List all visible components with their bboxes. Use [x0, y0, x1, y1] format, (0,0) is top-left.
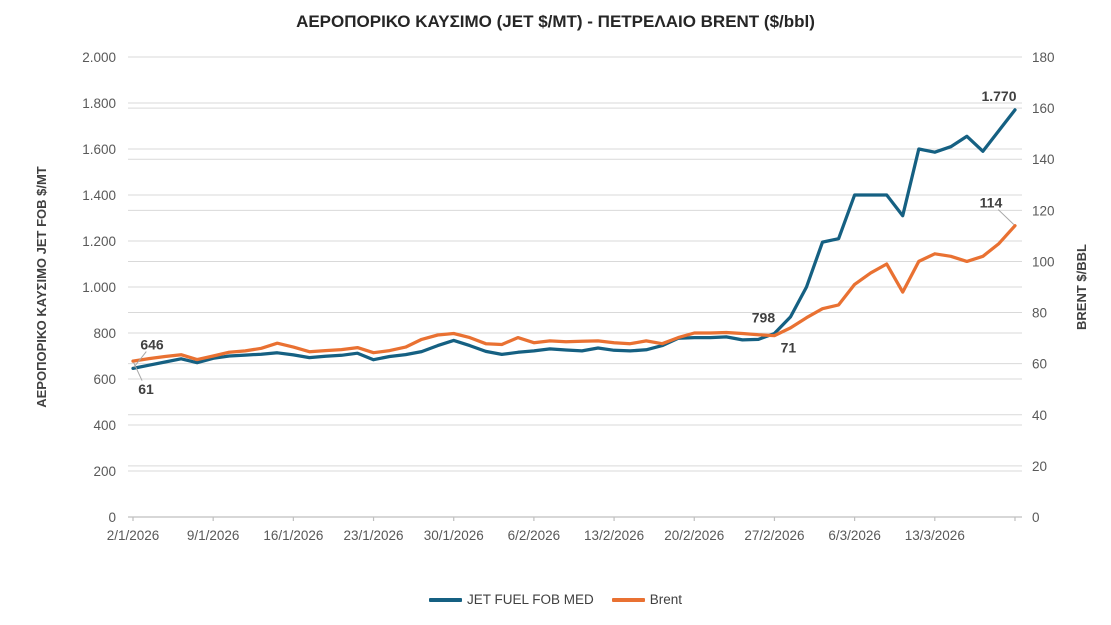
y-tick-label-right: 20 — [1032, 459, 1047, 474]
brent-line — [131, 224, 1017, 363]
leader-line — [133, 362, 143, 381]
y-tick-label-right: 120 — [1032, 203, 1055, 218]
legend-item-brent: Brent — [611, 592, 683, 607]
x-tick-label: 23/1/2026 — [344, 528, 404, 543]
y-tick-label-left: 1.000 — [82, 280, 116, 295]
x-tick-label: 6/3/2026 — [828, 528, 881, 543]
data-label: 114 — [980, 195, 1003, 211]
chart-title: ΑΕΡΟΠΟΡΙΚΟ ΚΑΥΣΙΜΟ (JET $/MT) - ΠΕΤΡΕΛΑΙ… — [296, 12, 815, 31]
jet-fuel-line-swatch-icon — [428, 597, 462, 602]
x-tick-label: 13/3/2026 — [905, 528, 965, 543]
y-tick-label-left: 600 — [93, 372, 116, 387]
data-label: 71 — [781, 340, 797, 356]
y-tick-label-right: 60 — [1032, 357, 1047, 372]
y-tick-label-left: 0 — [108, 510, 116, 525]
legend-item-jet-fuel: JET FUEL FOB MED — [428, 592, 594, 607]
y-tick-label-left: 1.600 — [82, 142, 116, 157]
y-tick-label-left: 2.000 — [82, 50, 116, 65]
jet-fuel-line — [131, 108, 1017, 371]
y-tick-label-left: 1.400 — [82, 188, 116, 203]
x-tick-label: 20/2/2026 — [664, 528, 724, 543]
y-tick-label-right: 100 — [1032, 254, 1055, 269]
data-label: 646 — [140, 336, 164, 352]
data-label: 798 — [752, 309, 776, 325]
data-label: 1.770 — [981, 88, 1016, 104]
leader-line — [133, 351, 147, 368]
y-tick-label-right: 80 — [1032, 306, 1047, 321]
y-tick-label-left: 1.800 — [82, 96, 116, 111]
x-tick-label: 30/1/2026 — [424, 528, 484, 543]
y-tick-label-left: 800 — [93, 326, 116, 341]
legend-label-brent: Brent — [649, 592, 683, 607]
y-tick-label-right: 140 — [1032, 152, 1055, 167]
y-tick-label-left: 200 — [93, 464, 116, 479]
x-tick-label: 16/1/2026 — [263, 528, 323, 543]
x-tick-label: 9/1/2026 — [187, 528, 240, 543]
x-tick-label: 13/2/2026 — [584, 528, 644, 543]
legend-label-jet-fuel: JET FUEL FOB MED — [466, 592, 594, 607]
leader-line — [997, 209, 1015, 225]
y-tick-label-right: 180 — [1032, 50, 1055, 65]
y-tick-label-right: 0 — [1032, 510, 1040, 525]
y-tick-label-right: 40 — [1032, 408, 1047, 423]
x-tick-label: 27/2/2026 — [744, 528, 804, 543]
y-tick-label-left: 1.200 — [82, 234, 116, 249]
data-label: 61 — [138, 381, 154, 397]
brent-line-swatch-icon — [611, 597, 645, 602]
y-tick-label-left: 400 — [93, 418, 116, 433]
y-tick-label-right: 160 — [1032, 101, 1055, 116]
x-tick-label: 6/2/2026 — [508, 528, 561, 543]
legend: JET FUEL FOB MED Brent — [0, 592, 1111, 607]
x-tick-label: 2/1/2026 — [107, 528, 160, 543]
